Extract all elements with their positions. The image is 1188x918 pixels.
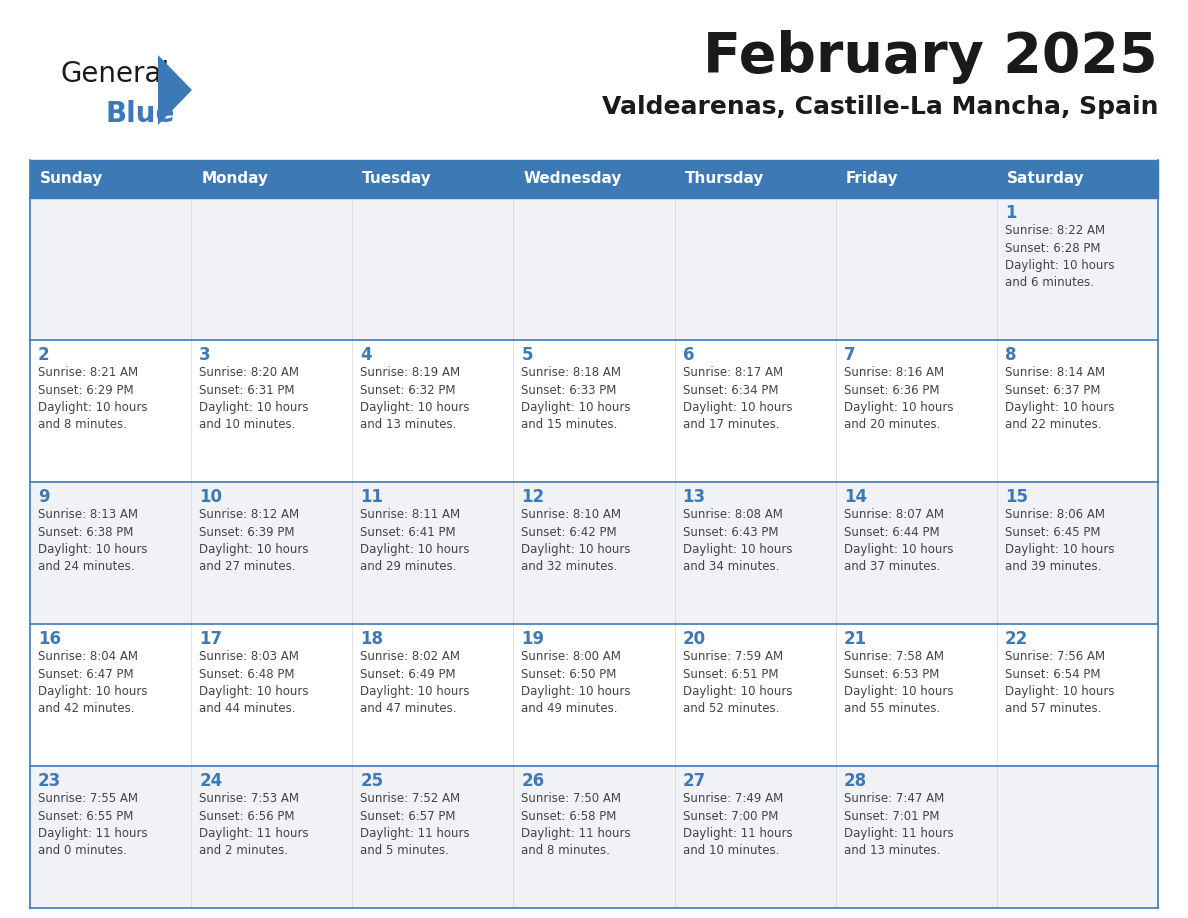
Bar <box>675 160 835 198</box>
Text: 18: 18 <box>360 630 384 648</box>
Text: Sunrise: 8:18 AM
Sunset: 6:33 PM
Daylight: 10 hours
and 15 minutes.: Sunrise: 8:18 AM Sunset: 6:33 PM Dayligh… <box>522 366 631 431</box>
Text: Sunrise: 8:08 AM
Sunset: 6:43 PM
Daylight: 10 hours
and 34 minutes.: Sunrise: 8:08 AM Sunset: 6:43 PM Dayligh… <box>683 508 792 574</box>
Text: Sunrise: 8:12 AM
Sunset: 6:39 PM
Daylight: 10 hours
and 27 minutes.: Sunrise: 8:12 AM Sunset: 6:39 PM Dayligh… <box>200 508 309 574</box>
Bar <box>835 160 997 198</box>
Text: Wednesday: Wednesday <box>524 172 621 186</box>
Text: Tuesday: Tuesday <box>362 172 432 186</box>
Text: 12: 12 <box>522 488 544 506</box>
Text: 7: 7 <box>843 346 855 364</box>
Text: 26: 26 <box>522 772 544 790</box>
Text: 9: 9 <box>38 488 50 506</box>
Text: Sunrise: 8:11 AM
Sunset: 6:41 PM
Daylight: 10 hours
and 29 minutes.: Sunrise: 8:11 AM Sunset: 6:41 PM Dayligh… <box>360 508 469 574</box>
Text: Sunrise: 7:58 AM
Sunset: 6:53 PM
Daylight: 10 hours
and 55 minutes.: Sunrise: 7:58 AM Sunset: 6:53 PM Dayligh… <box>843 650 953 715</box>
Text: 25: 25 <box>360 772 384 790</box>
Text: Sunrise: 7:47 AM
Sunset: 7:01 PM
Daylight: 11 hours
and 13 minutes.: Sunrise: 7:47 AM Sunset: 7:01 PM Dayligh… <box>843 792 953 857</box>
Text: Sunrise: 8:20 AM
Sunset: 6:31 PM
Daylight: 10 hours
and 10 minutes.: Sunrise: 8:20 AM Sunset: 6:31 PM Dayligh… <box>200 366 309 431</box>
Text: Sunrise: 8:02 AM
Sunset: 6:49 PM
Daylight: 10 hours
and 47 minutes.: Sunrise: 8:02 AM Sunset: 6:49 PM Dayligh… <box>360 650 469 715</box>
Text: Sunrise: 8:10 AM
Sunset: 6:42 PM
Daylight: 10 hours
and 32 minutes.: Sunrise: 8:10 AM Sunset: 6:42 PM Dayligh… <box>522 508 631 574</box>
Text: Sunrise: 7:53 AM
Sunset: 6:56 PM
Daylight: 11 hours
and 2 minutes.: Sunrise: 7:53 AM Sunset: 6:56 PM Dayligh… <box>200 792 309 857</box>
Text: 19: 19 <box>522 630 544 648</box>
Text: Sunrise: 8:19 AM
Sunset: 6:32 PM
Daylight: 10 hours
and 13 minutes.: Sunrise: 8:19 AM Sunset: 6:32 PM Dayligh… <box>360 366 469 431</box>
Text: Sunrise: 8:22 AM
Sunset: 6:28 PM
Daylight: 10 hours
and 6 minutes.: Sunrise: 8:22 AM Sunset: 6:28 PM Dayligh… <box>1005 224 1114 289</box>
Text: Sunrise: 8:00 AM
Sunset: 6:50 PM
Daylight: 10 hours
and 49 minutes.: Sunrise: 8:00 AM Sunset: 6:50 PM Dayligh… <box>522 650 631 715</box>
Bar <box>30 766 1158 908</box>
Bar <box>30 160 1158 198</box>
Text: Thursday: Thursday <box>684 172 764 186</box>
Text: 28: 28 <box>843 772 867 790</box>
Bar <box>30 160 191 198</box>
Text: 14: 14 <box>843 488 867 506</box>
Text: Sunrise: 8:16 AM
Sunset: 6:36 PM
Daylight: 10 hours
and 20 minutes.: Sunrise: 8:16 AM Sunset: 6:36 PM Dayligh… <box>843 366 953 431</box>
Text: 6: 6 <box>683 346 694 364</box>
Text: Sunrise: 7:55 AM
Sunset: 6:55 PM
Daylight: 11 hours
and 0 minutes.: Sunrise: 7:55 AM Sunset: 6:55 PM Dayligh… <box>38 792 147 857</box>
Text: Sunrise: 8:07 AM
Sunset: 6:44 PM
Daylight: 10 hours
and 37 minutes.: Sunrise: 8:07 AM Sunset: 6:44 PM Dayligh… <box>843 508 953 574</box>
Text: 20: 20 <box>683 630 706 648</box>
Text: 3: 3 <box>200 346 210 364</box>
Text: Sunrise: 7:50 AM
Sunset: 6:58 PM
Daylight: 11 hours
and 8 minutes.: Sunrise: 7:50 AM Sunset: 6:58 PM Dayligh… <box>522 792 631 857</box>
Text: Sunrise: 7:56 AM
Sunset: 6:54 PM
Daylight: 10 hours
and 57 minutes.: Sunrise: 7:56 AM Sunset: 6:54 PM Dayligh… <box>1005 650 1114 715</box>
Text: 1: 1 <box>1005 204 1017 222</box>
Text: Sunrise: 8:14 AM
Sunset: 6:37 PM
Daylight: 10 hours
and 22 minutes.: Sunrise: 8:14 AM Sunset: 6:37 PM Dayligh… <box>1005 366 1114 431</box>
Bar <box>997 160 1158 198</box>
Text: Valdearenas, Castille-La Mancha, Spain: Valdearenas, Castille-La Mancha, Spain <box>601 95 1158 119</box>
Text: Sunday: Sunday <box>40 172 103 186</box>
Text: 10: 10 <box>200 488 222 506</box>
Text: Monday: Monday <box>201 172 268 186</box>
Text: February 2025: February 2025 <box>703 30 1158 84</box>
Text: 11: 11 <box>360 488 384 506</box>
Text: 24: 24 <box>200 772 222 790</box>
Bar <box>30 624 1158 766</box>
Text: Sunrise: 8:04 AM
Sunset: 6:47 PM
Daylight: 10 hours
and 42 minutes.: Sunrise: 8:04 AM Sunset: 6:47 PM Dayligh… <box>38 650 147 715</box>
Text: 4: 4 <box>360 346 372 364</box>
Text: 27: 27 <box>683 772 706 790</box>
Text: 23: 23 <box>38 772 62 790</box>
Bar <box>191 160 353 198</box>
Text: 13: 13 <box>683 488 706 506</box>
Text: 8: 8 <box>1005 346 1017 364</box>
Text: Sunrise: 8:03 AM
Sunset: 6:48 PM
Daylight: 10 hours
and 44 minutes.: Sunrise: 8:03 AM Sunset: 6:48 PM Dayligh… <box>200 650 309 715</box>
Bar <box>353 160 513 198</box>
Text: Sunrise: 7:59 AM
Sunset: 6:51 PM
Daylight: 10 hours
and 52 minutes.: Sunrise: 7:59 AM Sunset: 6:51 PM Dayligh… <box>683 650 792 715</box>
Text: Sunrise: 8:21 AM
Sunset: 6:29 PM
Daylight: 10 hours
and 8 minutes.: Sunrise: 8:21 AM Sunset: 6:29 PM Dayligh… <box>38 366 147 431</box>
Bar <box>513 160 675 198</box>
Bar <box>30 482 1158 624</box>
Text: Sunrise: 8:13 AM
Sunset: 6:38 PM
Daylight: 10 hours
and 24 minutes.: Sunrise: 8:13 AM Sunset: 6:38 PM Dayligh… <box>38 508 147 574</box>
Bar <box>30 198 1158 340</box>
Text: 22: 22 <box>1005 630 1028 648</box>
Text: Sunrise: 7:52 AM
Sunset: 6:57 PM
Daylight: 11 hours
and 5 minutes.: Sunrise: 7:52 AM Sunset: 6:57 PM Dayligh… <box>360 792 470 857</box>
Text: 15: 15 <box>1005 488 1028 506</box>
Text: Sunrise: 8:06 AM
Sunset: 6:45 PM
Daylight: 10 hours
and 39 minutes.: Sunrise: 8:06 AM Sunset: 6:45 PM Dayligh… <box>1005 508 1114 574</box>
Bar <box>30 340 1158 482</box>
Text: 17: 17 <box>200 630 222 648</box>
Text: 21: 21 <box>843 630 867 648</box>
Text: 5: 5 <box>522 346 533 364</box>
Text: 2: 2 <box>38 346 50 364</box>
Text: Saturday: Saturday <box>1007 172 1085 186</box>
Text: Friday: Friday <box>846 172 898 186</box>
Text: Sunrise: 7:49 AM
Sunset: 7:00 PM
Daylight: 11 hours
and 10 minutes.: Sunrise: 7:49 AM Sunset: 7:00 PM Dayligh… <box>683 792 792 857</box>
Text: 16: 16 <box>38 630 61 648</box>
Text: Sunrise: 8:17 AM
Sunset: 6:34 PM
Daylight: 10 hours
and 17 minutes.: Sunrise: 8:17 AM Sunset: 6:34 PM Dayligh… <box>683 366 792 431</box>
Text: Blue: Blue <box>105 100 175 128</box>
Polygon shape <box>158 55 192 125</box>
Text: General: General <box>61 60 169 88</box>
